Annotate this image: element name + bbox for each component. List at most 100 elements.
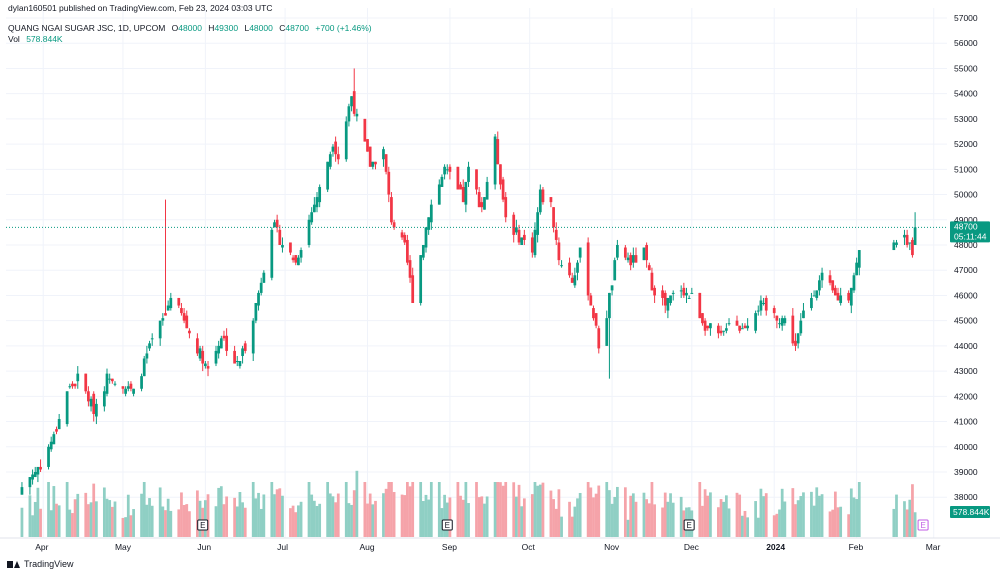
volume-bar [722, 501, 726, 537]
candle-body [467, 166, 470, 182]
price-tick-label: 45000 [954, 316, 978, 326]
volume-bar [815, 487, 819, 537]
candle-body [594, 313, 598, 326]
volume-bar [576, 498, 579, 537]
candle-body [132, 388, 135, 394]
volume-bar [514, 496, 518, 537]
tradingview-footer[interactable]: TradingView [7, 559, 74, 569]
candle-body [857, 250, 861, 268]
candle-body [238, 361, 242, 367]
price-tick-label: 48000 [954, 240, 978, 250]
candle-body [68, 386, 72, 388]
candle-body [663, 292, 667, 306]
volume-bar [483, 503, 486, 537]
candle-body [839, 295, 843, 304]
earnings-marker[interactable]: E [683, 519, 695, 531]
volume-bar [538, 484, 542, 537]
candle-body [140, 376, 143, 389]
candle-body [504, 197, 508, 218]
candle-body [363, 118, 367, 142]
volume-bar [355, 470, 359, 537]
candle-body [623, 247, 627, 258]
candle-body [347, 106, 351, 122]
open-label: O [171, 23, 179, 33]
price-tick-label: 38000 [954, 492, 978, 502]
volume-bar [589, 487, 593, 537]
volume-bar [504, 482, 508, 537]
candle-body [251, 320, 255, 354]
candle-body [650, 272, 654, 291]
candle-body [560, 265, 563, 267]
candle-body [911, 239, 914, 256]
volume-bar [427, 499, 431, 537]
candle-body [496, 139, 500, 165]
candle-body [315, 197, 319, 208]
candle-body [586, 242, 590, 296]
candle-body [679, 290, 683, 292]
candle-body [836, 292, 840, 301]
candle-body [148, 343, 151, 349]
candle-body [182, 313, 186, 321]
candle-body [188, 330, 191, 334]
candle-body [671, 292, 675, 294]
volume-bar [501, 485, 505, 537]
candle-body [908, 242, 912, 244]
candle-body [108, 378, 112, 380]
candle-body [254, 303, 258, 321]
candle-body [424, 227, 428, 248]
volume-bar [275, 489, 279, 537]
candle-body [536, 212, 540, 235]
volume-bar [709, 492, 712, 537]
candle-body [631, 255, 635, 263]
candle-body [608, 292, 611, 319]
volume-bar [857, 482, 861, 537]
volume-legend: Vol 578.844K [8, 34, 67, 44]
volume-bar [629, 495, 633, 537]
volume-bar [299, 501, 303, 537]
volume-bar [71, 513, 74, 537]
candle-body [203, 363, 207, 367]
candle-body [366, 139, 369, 152]
candle-body [36, 466, 40, 475]
candle-body [833, 287, 837, 296]
volume-bar [65, 482, 69, 537]
candle-body [201, 350, 205, 364]
volume-bar [911, 484, 914, 537]
candle-body [278, 229, 282, 245]
candle-body [687, 297, 691, 299]
candle-body [724, 328, 728, 331]
candle-body [592, 308, 595, 319]
earnings-marker[interactable]: E [917, 519, 929, 531]
volume-bar [496, 482, 500, 537]
earnings-marker[interactable]: E [197, 519, 209, 531]
close-value: 48700 [285, 23, 309, 33]
volume-bar [461, 499, 465, 537]
candle-body [110, 378, 114, 382]
volume-bar [297, 505, 300, 537]
candle-body [512, 214, 516, 235]
candle-body [794, 340, 797, 346]
candle-body [775, 315, 779, 321]
volume-bar [775, 513, 779, 537]
candle-body [573, 275, 577, 286]
volume-bar [326, 482, 330, 537]
volume-bar [203, 500, 207, 537]
volume-bar [344, 482, 348, 537]
volume-bar [39, 508, 42, 537]
symbol-label[interactable]: QUANG NGAI SUGAR JSC, 1D, UPCOM [8, 23, 166, 33]
candle-body [895, 242, 898, 245]
volume-bar [113, 501, 117, 537]
candle-body [698, 292, 702, 319]
volume-bar [437, 482, 441, 537]
earnings-marker[interactable]: E [441, 519, 453, 531]
volume-bar [336, 493, 340, 537]
volume-bar [411, 482, 415, 537]
earnings-marker-letter: E [687, 521, 692, 530]
candle-body [759, 300, 763, 311]
volume-bar [663, 492, 667, 537]
candle-body [746, 325, 750, 329]
tradingview-logo-icon [7, 560, 20, 569]
candle-body [802, 310, 805, 319]
volume-bar [485, 496, 489, 537]
